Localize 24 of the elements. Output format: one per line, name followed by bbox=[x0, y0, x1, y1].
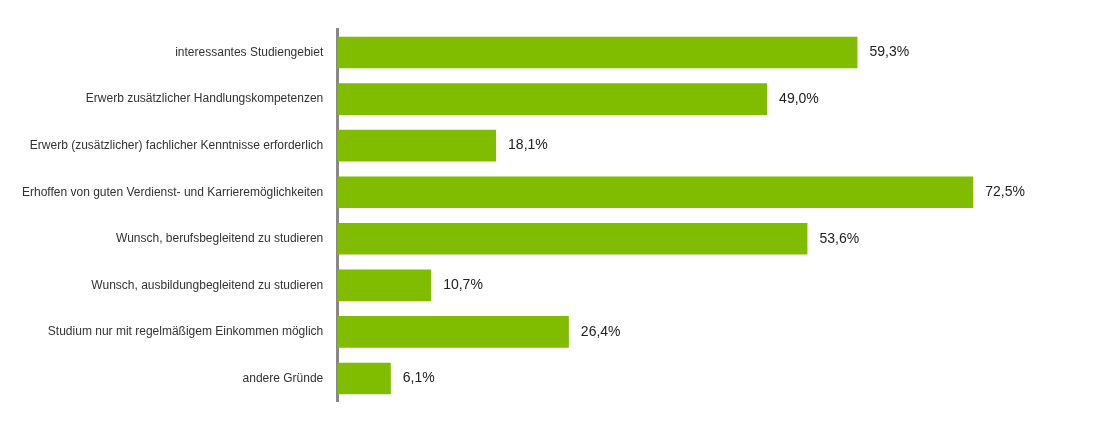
data-label: 6,1% bbox=[402, 369, 435, 386]
data-label: 18,1% bbox=[508, 136, 548, 153]
data-label: 53,6% bbox=[819, 229, 860, 246]
data-label: 26,4% bbox=[580, 322, 621, 339]
bar bbox=[337, 222, 808, 255]
y-tick-label: Wunsch, berufsbegleitend zu studieren bbox=[116, 231, 324, 246]
y-tick-label: Wunsch, ausbildungbegleitend zu studieren bbox=[91, 277, 324, 292]
bar bbox=[337, 269, 432, 302]
y-tick-label: Erwerb (zusätzlicher) fachlicher Kenntnisse erforderlich bbox=[29, 137, 324, 152]
y-tick-label: Erwerb zusätzlicher Handlungskompetenzen bbox=[85, 91, 324, 106]
y-tick-label: Studium nur mit regelmäßigem Einkommen möglich bbox=[47, 324, 324, 339]
bar bbox=[337, 129, 497, 162]
data-label: 59,3% bbox=[869, 43, 910, 60]
data-label: 72,5% bbox=[985, 183, 1025, 200]
bar bbox=[337, 362, 391, 395]
data-label: 49,0% bbox=[779, 89, 819, 106]
bar bbox=[337, 36, 858, 69]
y-tick-label: Erhoffen von guten Verdienst- und Karrieremöglichkeiten bbox=[22, 184, 324, 199]
bar bbox=[337, 83, 768, 115]
data-label: 10,7% bbox=[443, 276, 483, 293]
y-tick-label: interessantes Studiengebiet bbox=[175, 44, 324, 59]
bar bbox=[337, 316, 569, 348]
bar bbox=[337, 176, 974, 209]
y-tick-label: andere Gründe bbox=[242, 370, 324, 385]
